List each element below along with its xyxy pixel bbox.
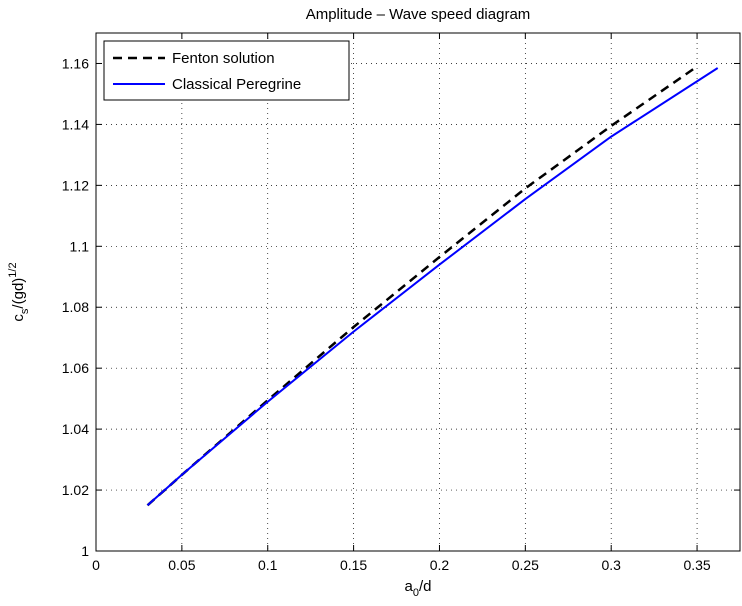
y-tick-label: 1.02	[62, 482, 89, 498]
y-tick-labels: 1 1.02 1.04 1.06 1.08 1.1 1.12 1.14 1.16	[62, 55, 89, 559]
y-tick-label: 1	[81, 543, 89, 559]
y-axis-label: cs/(gd)1/2	[7, 262, 31, 321]
x-tick-label: 0	[92, 557, 100, 573]
x-tick-label: 0.25	[512, 557, 539, 573]
x-tick-label: 0.35	[683, 557, 710, 573]
series-line-peregrine	[146, 67, 719, 507]
plot-area	[96, 33, 740, 551]
x-tick-label: 0.1	[258, 557, 278, 573]
x-tick-label: 0.05	[168, 557, 195, 573]
y-tick-label: 1.1	[70, 238, 90, 254]
x-tick-labels: 0 0.05 0.1 0.15 0.2 0.25 0.3 0.35	[92, 557, 711, 573]
y-tick-label: 1.04	[62, 421, 89, 437]
y-tick-label: 1.06	[62, 360, 89, 376]
legend: Fenton solution Classical Peregrine	[103, 40, 350, 101]
tick-marks	[95, 33, 740, 552]
y-tick-label: 1.16	[62, 55, 89, 71]
x-axis-label: a0/d	[405, 578, 432, 599]
x-tick-label: 0.2	[430, 557, 450, 573]
y-tick-label: 1.12	[62, 177, 89, 193]
series-layer	[146, 65, 719, 507]
chart-title: Amplitude – Wave speed diagram	[306, 6, 531, 23]
y-tick-label: 1.08	[62, 299, 89, 315]
legend-label-peregrine: Classical Peregrine	[172, 76, 301, 93]
x-tick-label: 0.15	[340, 557, 367, 573]
plot-frame	[95, 32, 741, 552]
legend-label-fenton: Fenton solution	[172, 50, 275, 67]
legend-box	[103, 40, 350, 101]
y-tick-label: 1.14	[62, 116, 89, 132]
x-tick-label: 0.3	[601, 557, 621, 573]
